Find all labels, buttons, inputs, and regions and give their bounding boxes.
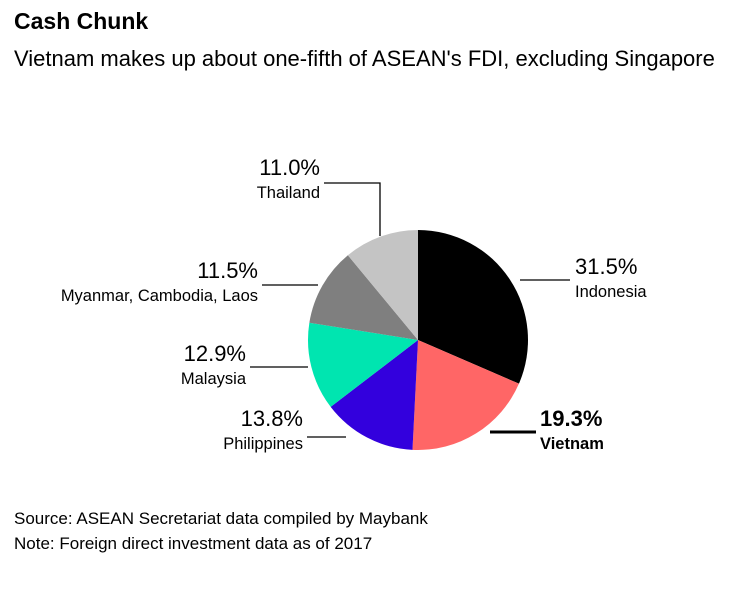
category-label: Thailand xyxy=(256,184,320,202)
slice-label: 31.5% Indonesia xyxy=(575,254,647,304)
pie-slice xyxy=(309,255,418,340)
value-label: 19.3% xyxy=(540,406,603,431)
category-label: Indonesia xyxy=(575,283,647,301)
pie-slice xyxy=(347,230,418,340)
value-label: 31.5% xyxy=(575,254,638,279)
category-label: Vietnam xyxy=(540,435,604,453)
value-label: 11.0% xyxy=(259,155,320,180)
slice-label: 11.5% Myanmar, Cambodia, Laos xyxy=(58,258,258,308)
leader-line xyxy=(324,182,381,236)
pie-slice xyxy=(412,340,519,450)
note: Note: Foreign direct investment data as … xyxy=(14,534,373,553)
chart-subtitle: Vietnam makes up about one-fifth of ASEA… xyxy=(14,46,715,71)
pie-slice xyxy=(308,322,418,407)
slice-label: 11.0% Thailand xyxy=(120,155,320,205)
value-label: 12.9% xyxy=(183,341,246,366)
chart-title: Cash Chunk xyxy=(14,8,149,34)
slice-label: 12.9% Malaysia xyxy=(46,341,246,391)
category-label: Myanmar, Cambodia, Laos xyxy=(60,287,258,305)
category-label: Malaysia xyxy=(180,370,246,388)
value-label: 13.8% xyxy=(240,406,303,431)
value-label: 11.5% xyxy=(197,258,258,283)
slice-label: 19.3% Vietnam xyxy=(540,406,604,456)
pie-slice xyxy=(418,230,528,384)
category-label: Philippines xyxy=(223,435,303,453)
slice-label: 13.8% Philippines xyxy=(103,406,303,456)
source: Source: ASEAN Secretariat data compiled … xyxy=(14,509,428,528)
pie-slice xyxy=(330,340,418,450)
